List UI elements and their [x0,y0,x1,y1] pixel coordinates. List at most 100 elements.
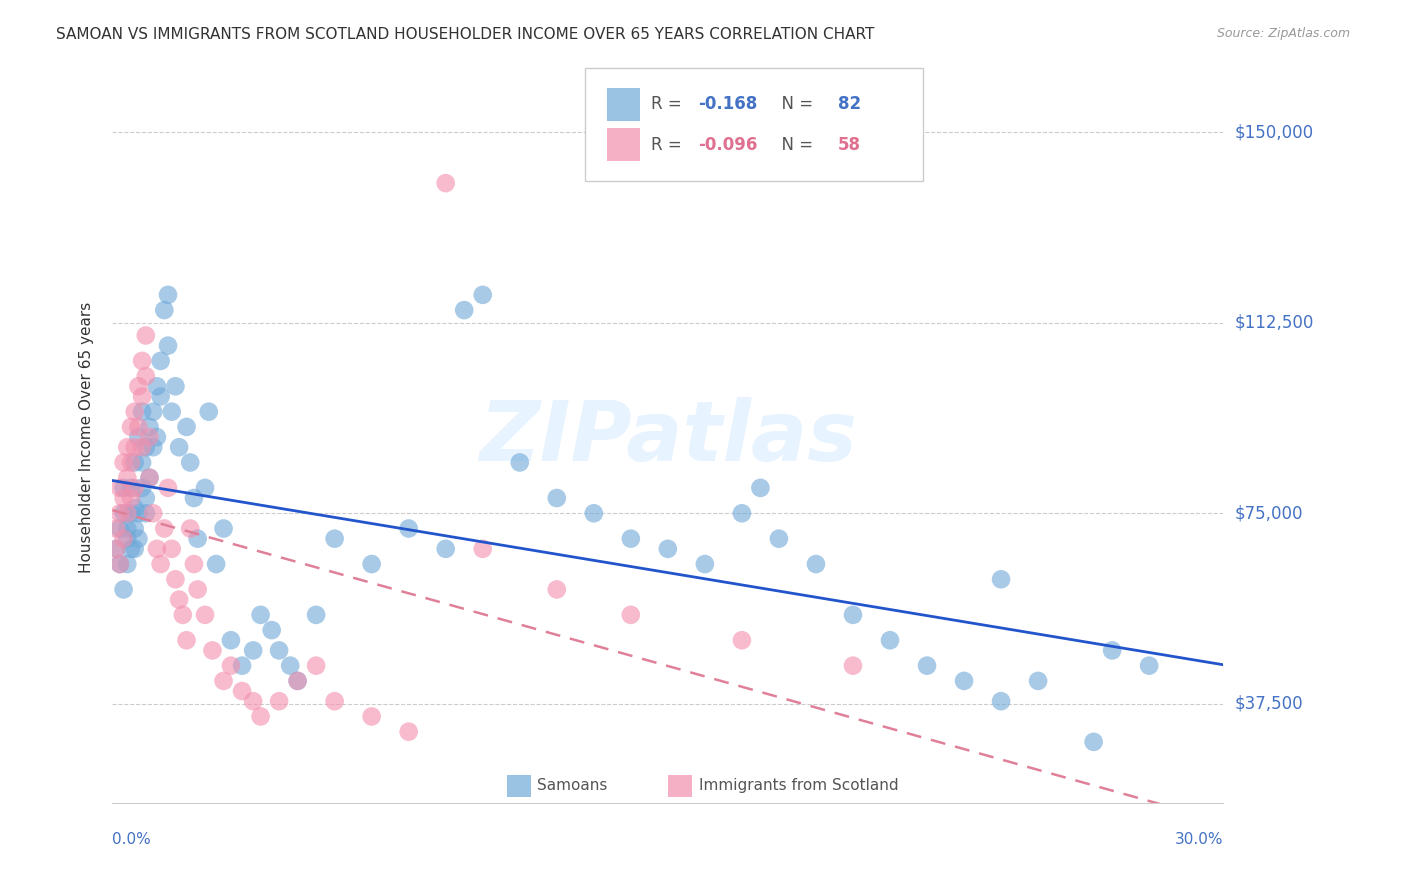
Point [278,658,301,673]
Point [117,440,139,454]
Point [117,471,139,485]
Point [453,303,475,318]
Point [205,557,228,571]
Point [146,541,169,556]
Point [219,658,242,673]
Point [108,506,131,520]
Point [117,521,139,535]
Text: -0.096: -0.096 [697,136,758,153]
Point [112,506,135,520]
Text: Source: ZipAtlas.com: Source: ZipAtlas.com [1216,27,1350,40]
Text: ZIPatlas: ZIPatlas [479,397,856,477]
Point [120,541,142,556]
Point [124,541,146,556]
Point [112,481,135,495]
Text: $150,000: $150,000 [1234,123,1313,141]
Point [160,541,183,556]
Point [305,607,328,622]
Point [138,471,160,485]
Point [124,405,146,419]
Point [120,420,142,434]
Point [212,521,235,535]
Point [749,481,772,495]
Point [135,369,157,384]
Point [153,521,176,535]
Point [990,694,1012,708]
Point [509,455,531,469]
Point [731,506,754,520]
Point [149,557,172,571]
Point [108,521,131,535]
Text: N =: N = [770,136,818,153]
Point [157,338,180,352]
FancyBboxPatch shape [585,68,924,181]
Point [219,633,242,648]
Text: Immigrants from Scotland: Immigrants from Scotland [699,779,898,794]
Point [546,491,568,505]
Point [117,506,139,520]
Point [167,440,190,454]
Text: $75,000: $75,000 [1234,504,1303,523]
Point [842,607,865,622]
Point [112,582,135,597]
Point [323,532,346,546]
Point [105,541,128,556]
Point [120,506,142,520]
Point [398,521,420,535]
Point [124,455,146,469]
Point [620,532,643,546]
Point [546,582,568,597]
Point [127,379,149,393]
Point [124,521,146,535]
Point [1083,735,1105,749]
Point [187,582,209,597]
Point [131,354,153,368]
Point [990,572,1012,586]
Point [131,405,153,419]
Point [153,303,176,318]
Point [242,694,264,708]
Point [360,557,382,571]
Text: 30.0%: 30.0% [1175,832,1223,847]
FancyBboxPatch shape [668,775,692,797]
Point [620,607,643,622]
Point [471,541,494,556]
Point [117,532,139,546]
Point [127,506,149,520]
Point [108,557,131,571]
Point [142,440,165,454]
Text: $112,500: $112,500 [1234,314,1313,332]
Point [138,430,160,444]
Point [120,481,142,495]
Point [105,541,128,556]
Point [915,658,938,673]
Text: N =: N = [770,95,818,113]
Point [131,455,153,469]
Point [231,658,253,673]
Point [127,420,149,434]
Point [231,684,253,698]
Point [135,491,157,505]
Point [179,521,201,535]
Point [657,541,679,556]
Point [138,471,160,485]
Text: SAMOAN VS IMMIGRANTS FROM SCOTLAND HOUSEHOLDER INCOME OVER 65 YEARS CORRELATION : SAMOAN VS IMMIGRANTS FROM SCOTLAND HOUSE… [56,27,875,42]
Point [146,430,169,444]
Point [842,658,865,673]
Point [124,501,146,516]
Point [194,481,217,495]
Text: $37,500: $37,500 [1234,695,1303,713]
Point [804,557,827,571]
Point [135,506,157,520]
Point [197,405,219,419]
Point [160,405,183,419]
Point [112,532,135,546]
Point [879,633,901,648]
Point [360,709,382,723]
Point [124,481,146,495]
Point [135,328,157,343]
Point [112,491,135,505]
Point [105,521,128,535]
Point [1137,658,1160,673]
Point [165,572,187,586]
